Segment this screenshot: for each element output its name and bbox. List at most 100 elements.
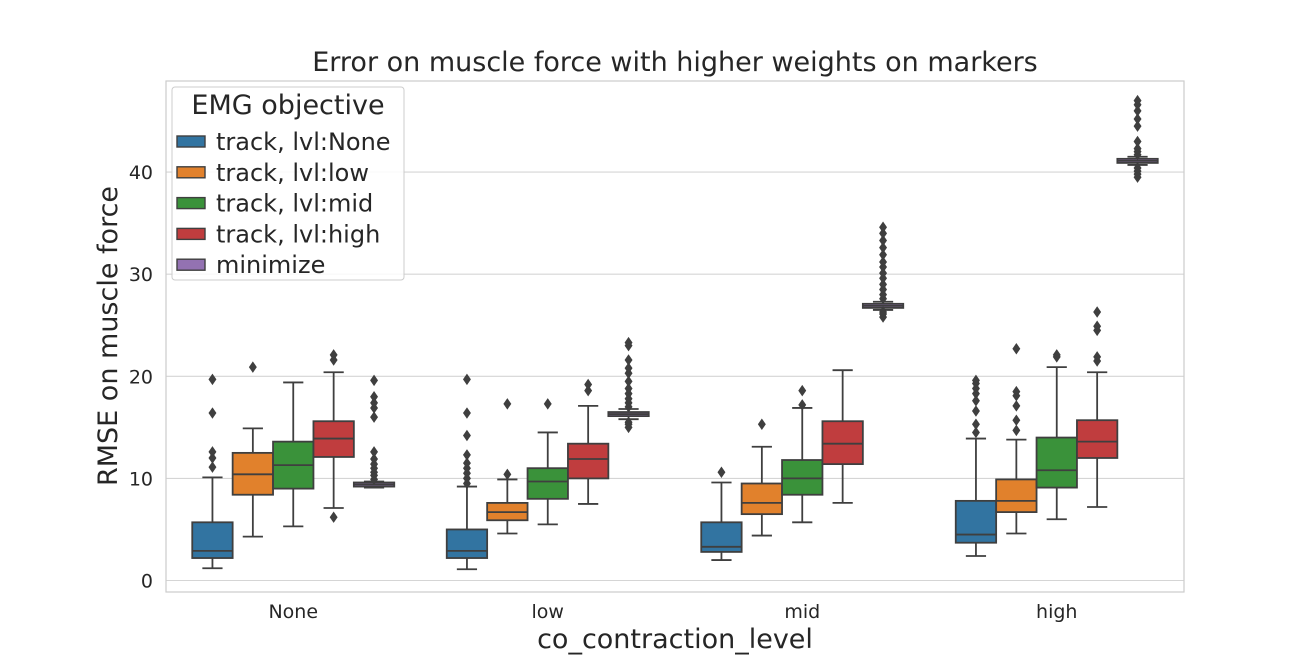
outlier-point — [1093, 306, 1102, 318]
box-0-2 — [700, 466, 743, 561]
outlier-point — [329, 349, 338, 361]
box-body — [740, 482, 783, 516]
outlier-point — [624, 375, 633, 388]
outlier-point — [798, 384, 807, 397]
outlier-point — [879, 306, 888, 318]
box-3-1 — [567, 378, 610, 505]
outlier-point — [757, 418, 766, 431]
box-0-1 — [445, 373, 489, 571]
outlier-point — [879, 221, 888, 233]
outlier-point — [1052, 349, 1061, 361]
box-body — [567, 442, 610, 480]
box-0-0 — [191, 373, 234, 570]
box-2-3 — [1035, 349, 1078, 521]
box-body — [821, 420, 864, 466]
box-3-0 — [312, 349, 355, 523]
y-tick-label-0: 0 — [141, 571, 153, 593]
outlier-point — [503, 468, 512, 481]
x-tick-labels: None low mid high — [268, 601, 1077, 623]
outlier-point — [971, 418, 980, 431]
outlier-point — [879, 267, 888, 279]
box-1-1 — [486, 398, 529, 535]
box-body — [781, 459, 824, 496]
box-1-0 — [231, 361, 274, 538]
outlier-point — [1133, 142, 1142, 155]
outlier-point — [1093, 351, 1102, 363]
x-axis-title: co_contraction_level — [537, 624, 813, 655]
outlier-point — [1133, 135, 1142, 148]
y-tick-labels: 0 10 20 30 40 — [129, 162, 153, 592]
outlier-point — [971, 405, 980, 417]
outlier-point — [462, 449, 471, 461]
outlier-point — [1012, 385, 1021, 398]
legend-entry-0: track, lvl:None — [176, 128, 391, 156]
legend-swatch — [176, 196, 206, 210]
legend-entries: track, lvl:None track, lvl:low track, lvl:… — [176, 128, 391, 279]
outlier-point — [1133, 105, 1142, 117]
outlier-point — [462, 407, 471, 419]
outlier-point — [543, 398, 552, 410]
outlier-point — [1012, 400, 1021, 412]
box-0-3 — [954, 374, 998, 557]
outlier-point — [879, 234, 888, 247]
outlier-point — [248, 361, 257, 373]
x-tick-label-high: high — [1036, 601, 1077, 623]
legend-swatch — [176, 258, 206, 271]
box-2-2 — [781, 384, 824, 524]
box-body — [954, 499, 998, 544]
outlier-point — [879, 256, 888, 268]
box-4-2 — [861, 221, 905, 323]
outlier-point — [370, 453, 379, 465]
outlier-point — [462, 429, 471, 442]
outlier-point — [208, 452, 217, 464]
legend-swatch — [176, 135, 206, 148]
box-4-3 — [1116, 94, 1159, 183]
x-tick-label-none: None — [268, 601, 318, 623]
outlier-point — [624, 354, 633, 366]
outlier-point — [462, 373, 471, 386]
legend-label: track, lvl:None — [216, 128, 391, 156]
outlier-point — [208, 373, 217, 386]
outlier-point — [1012, 343, 1021, 355]
box-4-0 — [352, 374, 396, 489]
plot-frame — [165, 80, 1185, 593]
outlier-point — [208, 407, 217, 419]
outlier-point — [624, 416, 633, 428]
outlier-point — [879, 249, 888, 261]
legend-entry-3: track, lvl:high — [176, 220, 380, 248]
x-tick-label-low: low — [532, 601, 564, 623]
outlier-point — [503, 398, 512, 410]
outlier-point — [370, 411, 379, 423]
outlier-point — [971, 426, 980, 439]
outlier-point — [879, 241, 888, 254]
outlier-point — [584, 378, 593, 391]
box-4-1 — [607, 336, 650, 434]
box-body — [191, 521, 234, 559]
outlier-point — [208, 446, 217, 458]
box-1-2 — [740, 418, 783, 537]
outlier-point — [462, 457, 471, 469]
outlier-point — [370, 390, 379, 403]
x-tick-label-mid: mid — [784, 601, 820, 623]
box-2-1 — [526, 398, 569, 526]
legend-swatch — [176, 166, 206, 179]
outlier-point — [584, 384, 593, 397]
legend-entry-4: minimize — [176, 251, 325, 279]
outlier-point — [1012, 414, 1021, 426]
outlier-point — [329, 511, 338, 523]
chart-title: Error on muscle force with higher weight… — [312, 47, 1038, 78]
box-3-3 — [1076, 306, 1119, 508]
legend-label: track, lvl:mid — [216, 190, 373, 218]
box-body — [995, 478, 1038, 513]
outlier-point — [624, 362, 633, 374]
y-tick-label-20: 20 — [129, 366, 153, 388]
legend-entry-2: track, lvl:mid — [176, 190, 373, 218]
box-1-3 — [995, 343, 1038, 535]
outlier-point — [370, 446, 379, 458]
outlier-point — [1133, 120, 1142, 132]
boxes — [191, 94, 1159, 571]
outlier-point — [879, 278, 888, 291]
outlier-point — [971, 374, 980, 387]
box-3-2 — [821, 369, 864, 504]
